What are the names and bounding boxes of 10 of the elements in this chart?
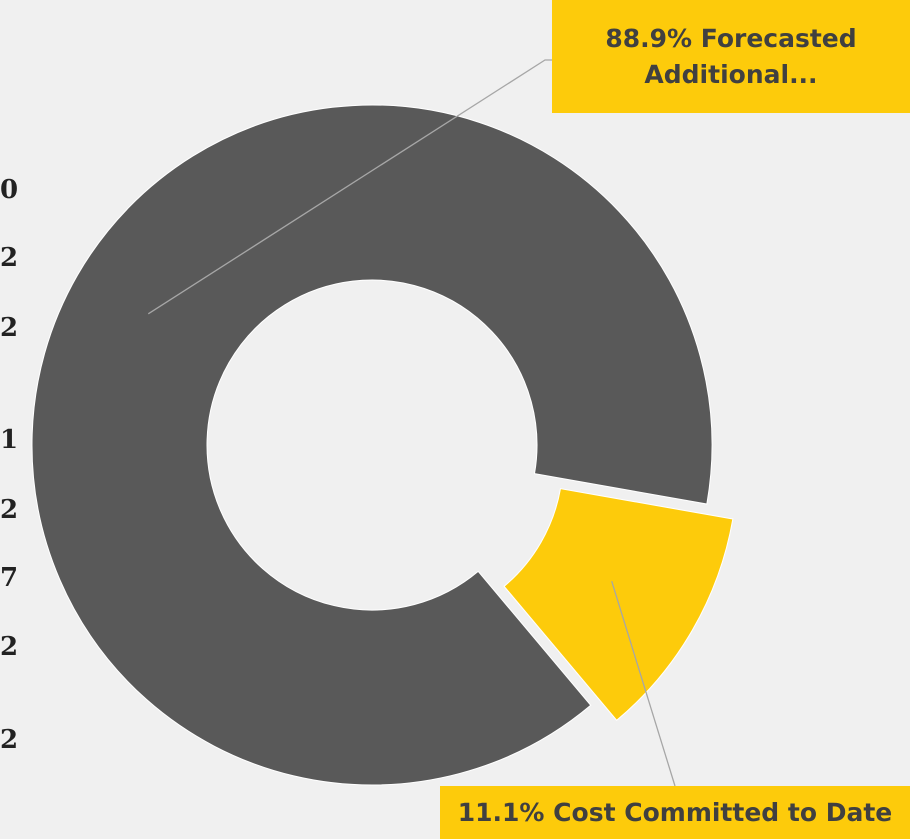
text: 7 bbox=[0, 563, 18, 593]
text: 2 bbox=[0, 313, 18, 343]
text: 2 bbox=[0, 495, 18, 525]
text: 1 bbox=[0, 425, 18, 455]
text: 2 bbox=[0, 243, 18, 273]
slice-label: 88.9% Forecasted Additional... bbox=[604, 22, 858, 90]
slice-label: 11.1% Cost Committed to Date bbox=[458, 796, 892, 828]
text: 2 bbox=[0, 632, 18, 662]
text: 0 bbox=[0, 175, 18, 205]
text: 2 bbox=[0, 725, 18, 755]
